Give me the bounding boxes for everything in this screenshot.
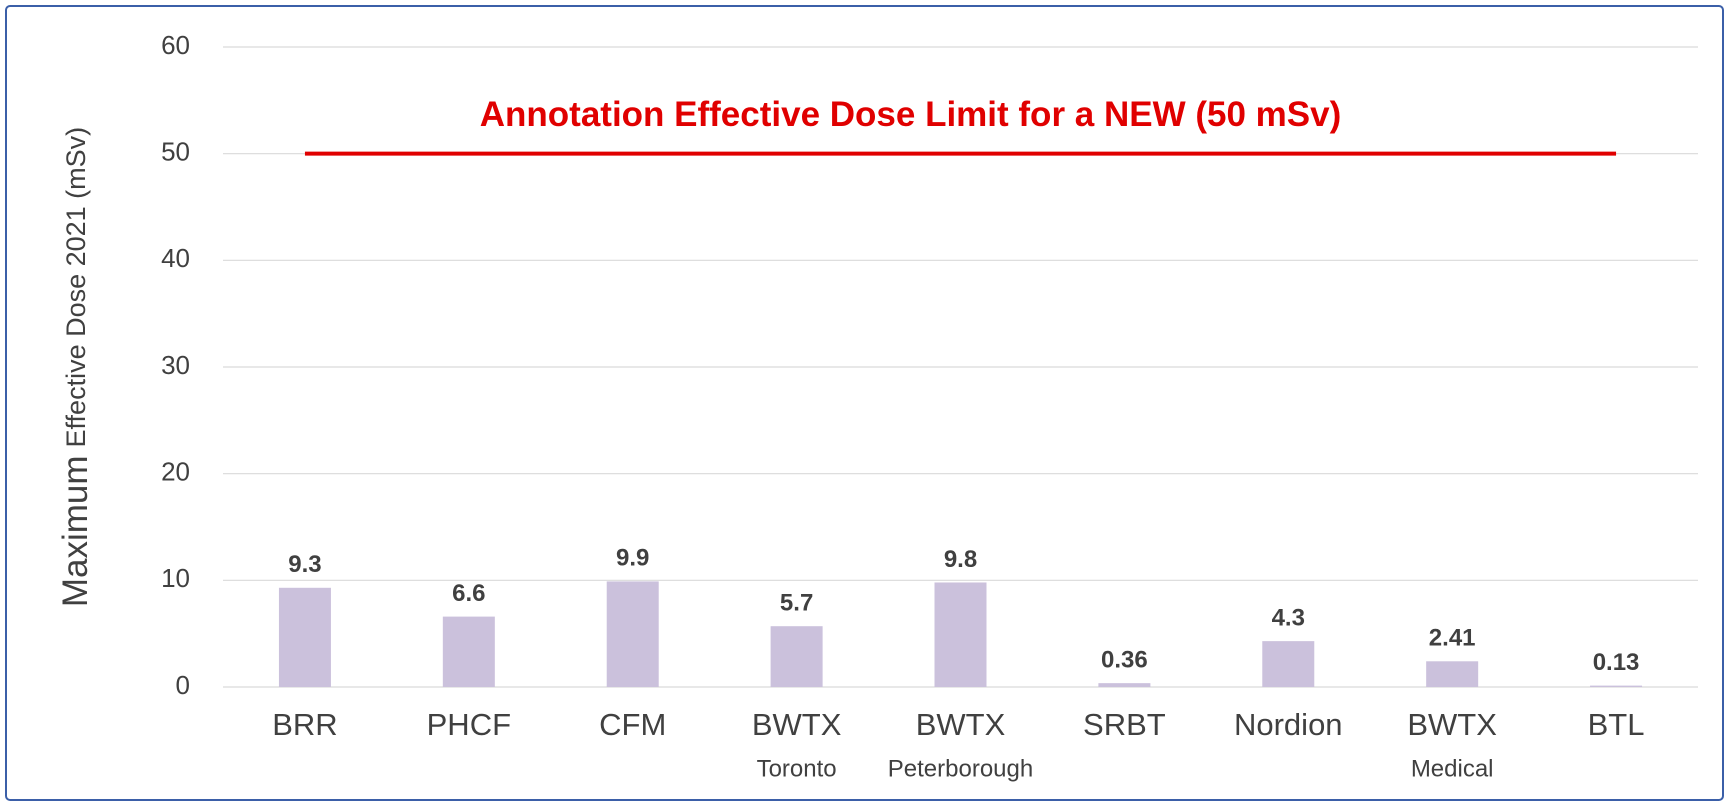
y-tick-label: 50 bbox=[161, 137, 190, 167]
data-label: 9.3 bbox=[288, 551, 321, 578]
y-tick-label: 40 bbox=[161, 243, 190, 273]
data-label: 2.41 bbox=[1429, 625, 1476, 652]
data-label: 0.36 bbox=[1101, 647, 1148, 674]
bar bbox=[1098, 683, 1151, 687]
bar bbox=[606, 581, 659, 687]
data-label: 9.8 bbox=[944, 546, 977, 573]
bar bbox=[1590, 685, 1643, 687]
x-tick-label: CFM bbox=[599, 707, 666, 742]
reference-label: Annotation Effective Dose Limit for a NE… bbox=[480, 95, 1342, 134]
bar bbox=[442, 616, 495, 687]
x-tick-label: BTL bbox=[1588, 707, 1645, 742]
bar bbox=[278, 587, 331, 687]
bar bbox=[934, 582, 987, 687]
x-tick-sublabel: Toronto bbox=[757, 755, 837, 782]
data-label: 0.13 bbox=[1593, 649, 1640, 676]
y-axis-label: Maximum Effective Dose 2021 (mSv) bbox=[56, 127, 95, 607]
bar bbox=[770, 626, 823, 687]
x-tick-label: BWTX bbox=[752, 707, 842, 742]
data-label: 5.7 bbox=[780, 590, 813, 617]
y-tick-label: 20 bbox=[161, 457, 190, 487]
x-tick-label: PHCF bbox=[427, 707, 511, 742]
x-tick-sublabel: Medical bbox=[1411, 755, 1494, 782]
y-axis-label-lead: Maximum bbox=[56, 455, 95, 607]
x-tick-label: BWTX bbox=[1407, 707, 1497, 742]
x-tick-label: BWTX bbox=[916, 707, 1006, 742]
chart-border bbox=[5, 5, 1724, 801]
x-tick-sublabel: Peterborough bbox=[888, 755, 1033, 782]
data-label: 6.6 bbox=[452, 580, 485, 607]
bar bbox=[1426, 661, 1479, 687]
x-tick-label: SRBT bbox=[1083, 707, 1166, 742]
x-tick-label: BRR bbox=[272, 707, 337, 742]
data-label: 4.3 bbox=[1272, 604, 1305, 631]
data-label: 9.9 bbox=[616, 545, 649, 572]
y-tick-label: 10 bbox=[161, 563, 190, 593]
y-tick-label: 60 bbox=[161, 30, 190, 60]
y-axis-label-rest: Effective Dose 2021 (mSv) bbox=[61, 127, 91, 448]
x-tick-label: Nordion bbox=[1234, 707, 1343, 742]
bar bbox=[1262, 641, 1315, 687]
y-tick-label: 0 bbox=[176, 670, 190, 700]
y-tick-label: 30 bbox=[161, 350, 190, 380]
